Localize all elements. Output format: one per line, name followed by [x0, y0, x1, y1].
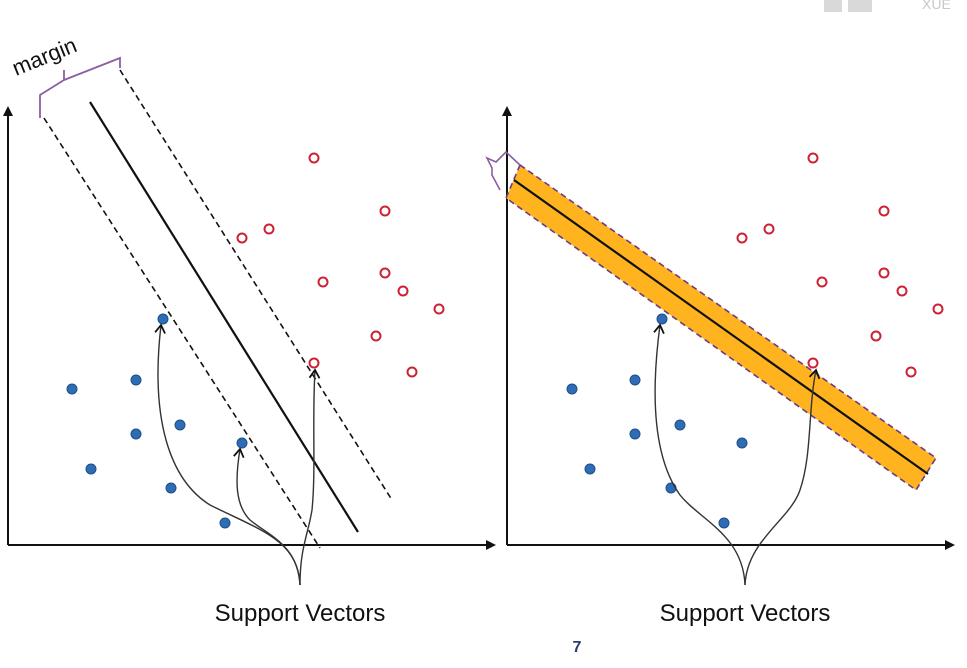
right-class-a-points	[566, 313, 748, 529]
point-class-b	[308, 357, 320, 369]
point-class-b	[736, 232, 748, 244]
support-vector-arrow	[653, 323, 746, 586]
right-support-vector-arrows	[653, 323, 821, 586]
point-class-b	[807, 357, 819, 369]
right-decision-boundary	[513, 179, 929, 475]
point-class-a	[674, 419, 686, 431]
support-vector-arrow	[233, 447, 301, 586]
point-class-b	[878, 267, 890, 279]
support-vector-arrow	[744, 368, 821, 586]
point-class-a	[219, 517, 231, 529]
point-class-b	[379, 205, 391, 217]
margin-label: margin	[9, 32, 81, 80]
point-class-b	[236, 232, 248, 244]
point-class-a	[718, 517, 730, 529]
left-support-vector-arrows	[154, 323, 321, 586]
point-class-b	[370, 330, 382, 342]
point-class-a	[130, 428, 142, 440]
point-class-b	[397, 285, 409, 297]
point-class-a	[629, 428, 641, 440]
left-class-b-points	[236, 152, 445, 378]
left-caption: Support Vectors	[215, 600, 386, 627]
support-vector-arrow	[299, 368, 321, 586]
point-class-b	[406, 366, 418, 378]
right-margin-bracket	[485, 150, 521, 191]
point-class-a	[736, 437, 748, 449]
point-class-b	[878, 205, 890, 217]
right-caption: Support Vectors	[660, 600, 831, 627]
point-class-b	[807, 152, 819, 164]
point-class-b	[379, 267, 391, 279]
point-class-b	[263, 223, 275, 235]
point-class-a	[165, 482, 177, 494]
point-class-a	[584, 463, 596, 475]
right-panel: Support Vectors	[485, 106, 955, 627]
left-panel: margin	[2, 32, 496, 627]
right-class-b-points	[736, 152, 944, 378]
point-class-b	[433, 303, 445, 315]
corner-text: XUE	[922, 0, 951, 12]
point-class-a	[66, 383, 78, 395]
point-class-a	[629, 374, 641, 386]
left-margin-line-upper	[119, 69, 393, 501]
point-class-a	[130, 374, 142, 386]
point-class-b	[905, 366, 917, 378]
point-class-b	[763, 223, 775, 235]
point-class-a	[157, 313, 169, 325]
point-class-b	[870, 330, 882, 342]
watermark-logo-icon	[824, 0, 842, 12]
point-class-a	[236, 437, 248, 449]
point-class-b	[816, 276, 828, 288]
point-class-a	[85, 463, 97, 475]
left-class-a-points	[66, 313, 248, 529]
watermark-logo-icon-2	[848, 0, 872, 12]
point-class-b	[308, 152, 320, 164]
left-margin-bracket	[39, 56, 121, 118]
corner-watermark: XUE	[824, 0, 951, 12]
point-class-a	[656, 313, 668, 325]
point-class-b	[896, 285, 908, 297]
point-class-a	[566, 383, 578, 395]
point-class-b	[317, 276, 329, 288]
point-class-a	[665, 482, 677, 494]
left-decision-boundary	[89, 101, 359, 533]
left-margin-line-lower	[43, 117, 321, 549]
page-number: 7	[573, 639, 582, 656]
point-class-b	[932, 303, 944, 315]
point-class-a	[174, 419, 186, 431]
